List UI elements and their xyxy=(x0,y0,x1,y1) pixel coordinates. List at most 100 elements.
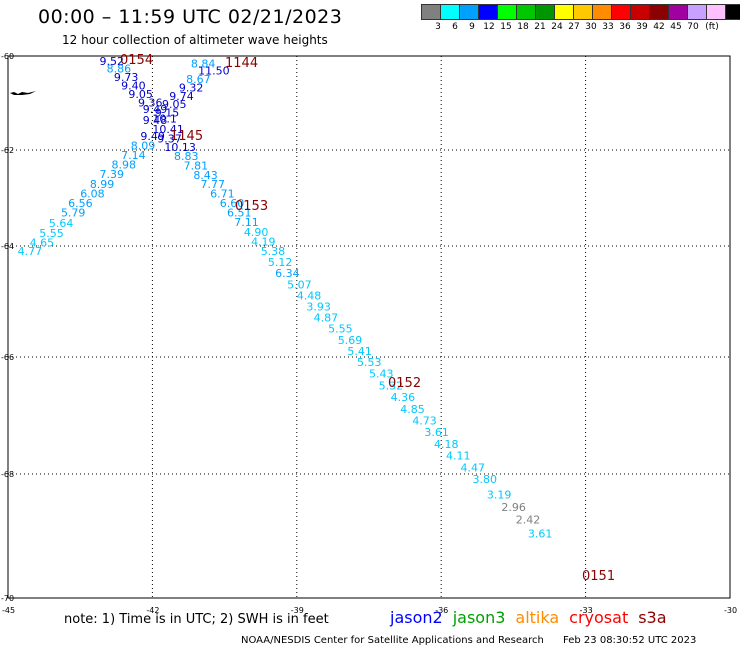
wave-height-value: 6.34 xyxy=(275,267,300,280)
wave-height-value: 4.48 xyxy=(297,289,322,302)
wave-height-value: 9.52 xyxy=(99,55,124,68)
wave-height-value: 9.05 xyxy=(128,88,153,101)
map-border xyxy=(7,55,731,599)
wave-height-value: 7.77 xyxy=(201,178,226,191)
wave-height-value: 7.39 xyxy=(99,168,124,181)
wave-height-value: 5.43 xyxy=(369,368,394,381)
wave-height-value: 6.51 xyxy=(227,207,252,220)
lon-tick-label: -30 xyxy=(724,606,737,615)
wave-height-value: 7.14 xyxy=(121,149,146,162)
wave-height-value: 11.50 xyxy=(198,64,230,77)
wave-height-value: 5.55 xyxy=(39,227,64,240)
wave-height-value: 6.71 xyxy=(210,187,235,200)
wave-height-value: 4.85 xyxy=(400,403,425,416)
pass-time-label: 0153 xyxy=(235,199,268,214)
wave-height-value: 9.37 xyxy=(157,133,182,146)
satellite-cryosat: cryosat xyxy=(569,608,629,627)
wave-height-value: 4.73 xyxy=(412,415,437,428)
satellite-legend: jason2 jason3 altika cryosat s3a xyxy=(390,608,677,627)
wave-height-points: 9.528.869.739.409.059.369.499.489.498.09… xyxy=(18,55,553,541)
wave-height-value: 9.74 xyxy=(169,90,194,103)
wave-height-value: 4.87 xyxy=(314,312,339,325)
color-legend xyxy=(421,4,740,20)
wave-height-value: 5.07 xyxy=(287,278,312,291)
wave-height-value: 4.65 xyxy=(30,236,55,249)
legend-label: 24 xyxy=(551,22,563,32)
island-outline-icon xyxy=(10,91,36,95)
legend-label: 9 xyxy=(469,22,475,32)
wave-height-value: 9.36 xyxy=(138,96,163,109)
generated-time: Feb 23 08:30:52 UTC 2023 xyxy=(563,635,697,646)
legend-label: 21 xyxy=(534,22,546,32)
wave-height-value: 8.98 xyxy=(111,159,136,172)
wave-height-value: 10.13 xyxy=(164,141,196,154)
wave-height-value: 9.32 xyxy=(179,81,204,94)
pass-time-label: 1145 xyxy=(170,129,203,144)
pass-time-labels: 0154 1144 1145 0153 0152 0151 xyxy=(120,53,615,584)
footer-credit: NOAA/NESDIS Center for Satellite Applica… xyxy=(241,635,696,646)
wave-height-value: 5.69 xyxy=(338,334,363,347)
legend-label: 6 xyxy=(452,22,458,32)
legend-unit: (ft) xyxy=(705,22,719,32)
pass-time-label: 0152 xyxy=(388,376,421,391)
satellite-jason3: jason3 xyxy=(452,608,506,627)
wave-height-value: 2.96 xyxy=(501,501,526,514)
wave-height-value: 8.43 xyxy=(193,169,218,182)
wave-height-value: 8.67 xyxy=(186,73,211,86)
wave-height-value: 3.19 xyxy=(487,489,512,502)
lon-tick-label: -45 xyxy=(2,606,15,615)
wave-height-value: 5.64 xyxy=(49,217,73,230)
wave-height-value: 4.18 xyxy=(434,438,459,451)
legend-label: 39 xyxy=(636,22,648,32)
wave-height-value: 5.38 xyxy=(261,245,286,258)
wave-height-value: 9.15 xyxy=(155,107,180,120)
lat-tick-label: -62 xyxy=(1,146,14,155)
wave-height-value: 7.11 xyxy=(234,216,259,229)
wave-height-value: 8.84 xyxy=(191,57,216,70)
legend-label: 3 xyxy=(435,22,441,32)
wave-height-value: 4.19 xyxy=(251,235,276,248)
legend-label: 45 xyxy=(670,22,682,32)
map-grid xyxy=(8,56,730,598)
wave-height-value: 7.81 xyxy=(184,160,209,173)
wave-height-value: 6.56 xyxy=(68,197,93,210)
wave-height-value: 6.60 xyxy=(220,197,245,210)
legend-label: 36 xyxy=(619,22,631,32)
legend-label: 15 xyxy=(500,22,512,32)
wave-height-value: 5.41 xyxy=(347,345,372,358)
legend-label: 70 xyxy=(687,22,699,32)
wave-height-value: 8.83 xyxy=(174,150,199,163)
wave-height-value: 4.90 xyxy=(244,226,269,239)
legend-label: 42 xyxy=(653,22,665,32)
legend-label: 33 xyxy=(602,22,614,32)
wave-height-value: 10.1 xyxy=(152,112,177,125)
lat-tick-label: -68 xyxy=(1,470,14,479)
wave-height-value: 5.79 xyxy=(61,207,86,220)
lat-tick-label: -60 xyxy=(1,52,14,61)
wave-height-value: 5.12 xyxy=(268,256,293,269)
wave-height-value: 10.41 xyxy=(152,123,184,136)
wave-height-value: 9.73 xyxy=(114,71,139,84)
lat-tick-label: -70 xyxy=(1,594,14,603)
satellite-jason2: jason2 xyxy=(390,608,443,627)
legend-swatch xyxy=(725,4,740,20)
wave-height-value: 3.61 xyxy=(424,426,449,439)
wave-height-value: 8.99 xyxy=(90,178,115,191)
satellite-s3a: s3a xyxy=(638,608,667,627)
page-title: 00:00 – 11:59 UTC 02/21/2023 xyxy=(38,6,343,28)
lat-tick-label: -64 xyxy=(1,242,14,251)
satellite-altika: altika xyxy=(515,608,560,627)
wave-height-value: 9.49 xyxy=(140,130,165,143)
wave-height-value: 4.77 xyxy=(18,245,43,258)
wave-height-value: 5.55 xyxy=(328,323,353,336)
wave-height-value: 4.47 xyxy=(460,461,485,474)
legend-label: 12 xyxy=(483,22,495,32)
axis-labels: -60 -62 -64 -66 -68 -70 -45 -42 -39 -36 -33 -30 xyxy=(1,52,737,615)
legend-label: 30 xyxy=(585,22,597,32)
lat-tick-label: -66 xyxy=(1,353,14,362)
lon-tick-label: -36 xyxy=(435,606,448,615)
wave-height-value: 3.61 xyxy=(528,528,553,541)
wave-height-value: 3.93 xyxy=(306,301,331,314)
wave-height-value: 8.86 xyxy=(107,63,132,76)
